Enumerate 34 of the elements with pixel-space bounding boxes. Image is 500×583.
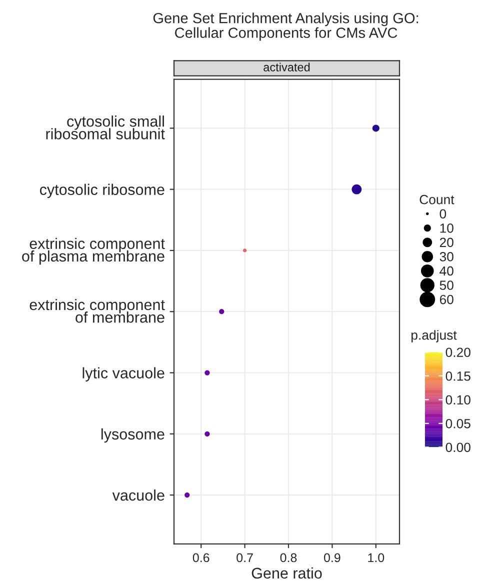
x-tick-label: 1.0 bbox=[368, 553, 384, 562]
x-tick-label: 0.6 bbox=[192, 553, 210, 562]
y-tick-label: vacuole bbox=[112, 489, 164, 501]
text: activated bbox=[264, 62, 310, 72]
color-bar-label: 0.00 bbox=[446, 442, 470, 452]
color-bar-title: p.adjust bbox=[411, 330, 457, 342]
y-tick-label: lysosome bbox=[101, 428, 164, 443]
color-bar-label: 0.05 bbox=[446, 418, 470, 428]
chart-title: Gene Set Enrichment Analysis using GO: Cellular Components for CMs AVC bbox=[153, 12, 418, 41]
legend-label: 10 bbox=[440, 223, 454, 233]
point bbox=[204, 431, 210, 436]
x-axis-title: Gene ratio bbox=[252, 567, 322, 579]
legend-label: 30 bbox=[440, 252, 454, 262]
point bbox=[219, 309, 224, 314]
legend-title: Count bbox=[420, 194, 454, 204]
y-tick-label: extrinsic component of plasma membrane bbox=[22, 238, 165, 265]
point bbox=[184, 492, 190, 498]
legend-label: 50 bbox=[440, 280, 454, 290]
legend-label: 0 bbox=[440, 209, 446, 219]
y-tick-label: cytosolic small ribosomal subunit bbox=[46, 116, 165, 140]
y-tick-label: cytosolic ribosome bbox=[40, 184, 164, 198]
color-bar-label: 0.10 bbox=[446, 395, 470, 405]
x-tick-label: 0.8 bbox=[280, 553, 297, 562]
legend-label: 60 bbox=[440, 294, 454, 304]
color-bar-label: 0.15 bbox=[446, 371, 470, 381]
legend-label: 20 bbox=[440, 238, 454, 248]
legend-label: 40 bbox=[440, 266, 454, 276]
x-tick-label: 0.9 bbox=[324, 553, 340, 562]
point bbox=[204, 370, 210, 376]
point bbox=[242, 248, 247, 252]
y-tick-label: extrinsic component of membrane bbox=[30, 298, 165, 323]
x-tick-label: 0.7 bbox=[236, 553, 253, 562]
y-tick-label: lytic vacuole bbox=[82, 367, 164, 382]
color-bar-label: 0.20 bbox=[446, 348, 470, 358]
